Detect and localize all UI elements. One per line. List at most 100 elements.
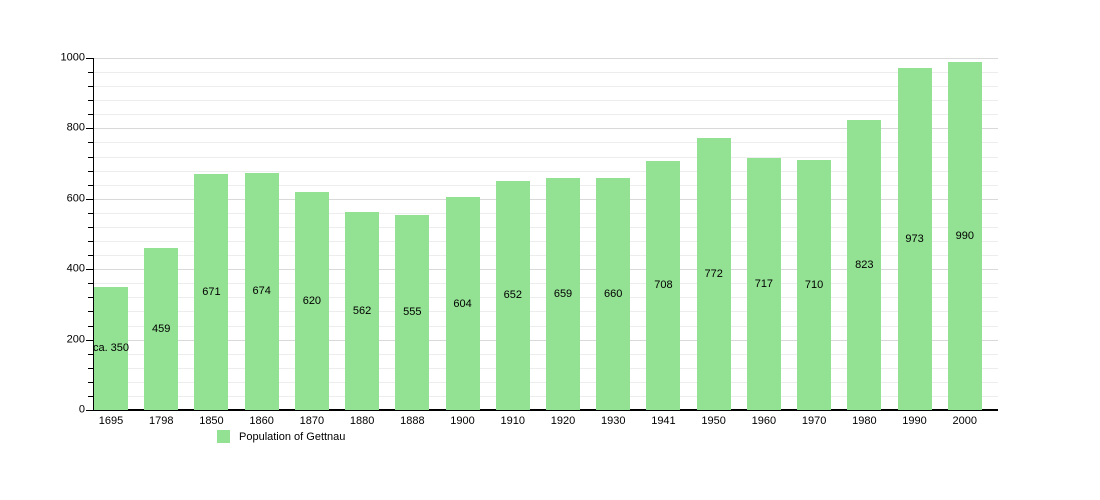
- bar: 708: [646, 160, 681, 410]
- bar: 823: [847, 120, 882, 410]
- x-axis-tick-label: 1860: [249, 415, 274, 427]
- bar: 562: [345, 212, 380, 410]
- y-axis-tick-label: 600: [66, 192, 85, 205]
- y-axis-tick-label: 400: [66, 262, 85, 275]
- x-axis-tick-label: 1941: [651, 415, 676, 427]
- y-major-tick: [86, 339, 93, 341]
- y-minor-tick: [88, 367, 93, 369]
- bar: 674: [244, 172, 279, 410]
- bar: 660: [596, 177, 631, 410]
- bar: 710: [797, 160, 832, 410]
- bar-value-label: 990: [955, 229, 974, 242]
- bar: 659: [546, 178, 580, 410]
- y-major-tick: [86, 128, 93, 130]
- bar-value-label: 620: [302, 294, 322, 307]
- y-minor-tick: [88, 114, 93, 116]
- y-major-tick: [86, 198, 93, 200]
- bar-value-label: 659: [553, 288, 573, 301]
- bar-value-label: ca. 350: [92, 342, 130, 355]
- bar: 990: [947, 61, 982, 410]
- plot-area: 0 200 400 600 800 1000 ca. 350 1695 459 1798 671 18…: [61, 52, 998, 427]
- x-axis-tick-label: 1970: [801, 415, 827, 427]
- y-minor-tick: [88, 283, 93, 285]
- bar-value-label: 708: [654, 279, 673, 292]
- minor-gridline: [94, 156, 998, 158]
- y-minor-tick: [88, 156, 93, 158]
- x-axis-tick-label: 1695: [98, 415, 124, 427]
- bar-value-label: 823: [855, 259, 874, 272]
- legend-label: Population of Gettnau: [239, 430, 346, 443]
- y-major-tick: [86, 58, 93, 59]
- bar-value-label: 459: [152, 323, 171, 336]
- x-axis-tick-label: 1930: [600, 415, 626, 427]
- y-major-tick: [86, 410, 93, 411]
- y-minor-tick: [88, 86, 93, 88]
- x-axis-tick-label: 1980: [852, 415, 877, 427]
- bar: 652: [495, 180, 530, 410]
- minor-gridline: [94, 72, 998, 74]
- bar: ca. 350: [92, 286, 130, 410]
- bar: 973: [897, 67, 932, 410]
- x-axis-tick-label: 1880: [349, 415, 375, 427]
- y-minor-tick: [88, 255, 93, 257]
- y-minor-tick: [88, 184, 93, 186]
- y-minor-tick: [88, 311, 93, 313]
- y-minor-tick: [88, 325, 93, 327]
- bar: 620: [294, 191, 329, 410]
- x-axis-tick-label: 1990: [902, 415, 927, 427]
- x-axis-tick-label: 1920: [550, 415, 576, 427]
- y-axis-tick-label: 800: [66, 121, 85, 134]
- bar-value-label: 973: [905, 232, 924, 245]
- y-minor-tick: [88, 142, 93, 144]
- minor-gridline: [94, 114, 998, 116]
- bar-value-label: 555: [403, 306, 422, 319]
- x-axis-tick-label: 1888: [400, 415, 425, 427]
- bar-value-label: 671: [202, 285, 221, 298]
- bar-value-label: 772: [704, 268, 723, 281]
- x-axis-tick-label: 2000: [952, 415, 978, 427]
- bar: 772: [696, 138, 731, 410]
- y-axis-tick-label: 0: [78, 403, 85, 416]
- bar-value-label: 652: [503, 289, 522, 302]
- bar: 717: [746, 157, 781, 410]
- bar: 671: [194, 173, 229, 410]
- legend: Population of Gettnau: [217, 430, 345, 443]
- x-axis-tick-label: 1910: [500, 415, 526, 427]
- y-minor-tick: [88, 297, 93, 299]
- y-minor-tick: [88, 212, 93, 214]
- y-minor-tick: [88, 241, 93, 243]
- y-axis-tick-label: 1000: [60, 51, 85, 64]
- x-axis-tick-label: 1850: [199, 415, 224, 427]
- y-minor-tick: [88, 170, 93, 172]
- y-minor-tick: [88, 226, 93, 228]
- bar-value-label: 660: [604, 287, 623, 300]
- minor-gridline: [94, 100, 998, 102]
- x-axis-tick-label: 1950: [701, 415, 726, 427]
- x-axis-tick-label: 1798: [148, 415, 174, 427]
- bar: 604: [445, 197, 480, 410]
- legend-swatch-icon: [217, 430, 230, 443]
- y-minor-tick: [88, 100, 93, 102]
- bar-value-label: 562: [352, 305, 372, 318]
- y-major-tick: [86, 269, 93, 271]
- bar: 555: [395, 214, 430, 410]
- bar-value-label: 717: [754, 277, 774, 290]
- bar-value-label: 710: [804, 279, 824, 292]
- y-minor-tick: [88, 381, 93, 383]
- x-axis-tick-label: 1900: [450, 415, 475, 427]
- bar-value-label: 604: [453, 297, 472, 310]
- y-minor-tick: [88, 72, 93, 74]
- y-axis-line: [93, 58, 94, 410]
- y-axis-tick-label: 200: [66, 333, 85, 346]
- bar-value-label: 674: [252, 285, 271, 298]
- y-minor-tick: [88, 353, 93, 355]
- minor-gridline: [94, 170, 998, 172]
- minor-gridline: [94, 142, 998, 144]
- x-axis-tick-label: 1960: [751, 415, 777, 427]
- minor-gridline: [94, 86, 998, 88]
- x-axis-tick-label: 1870: [299, 415, 325, 427]
- y-minor-tick: [88, 395, 93, 397]
- bar: 459: [144, 248, 179, 410]
- major-gridline: [94, 58, 998, 59]
